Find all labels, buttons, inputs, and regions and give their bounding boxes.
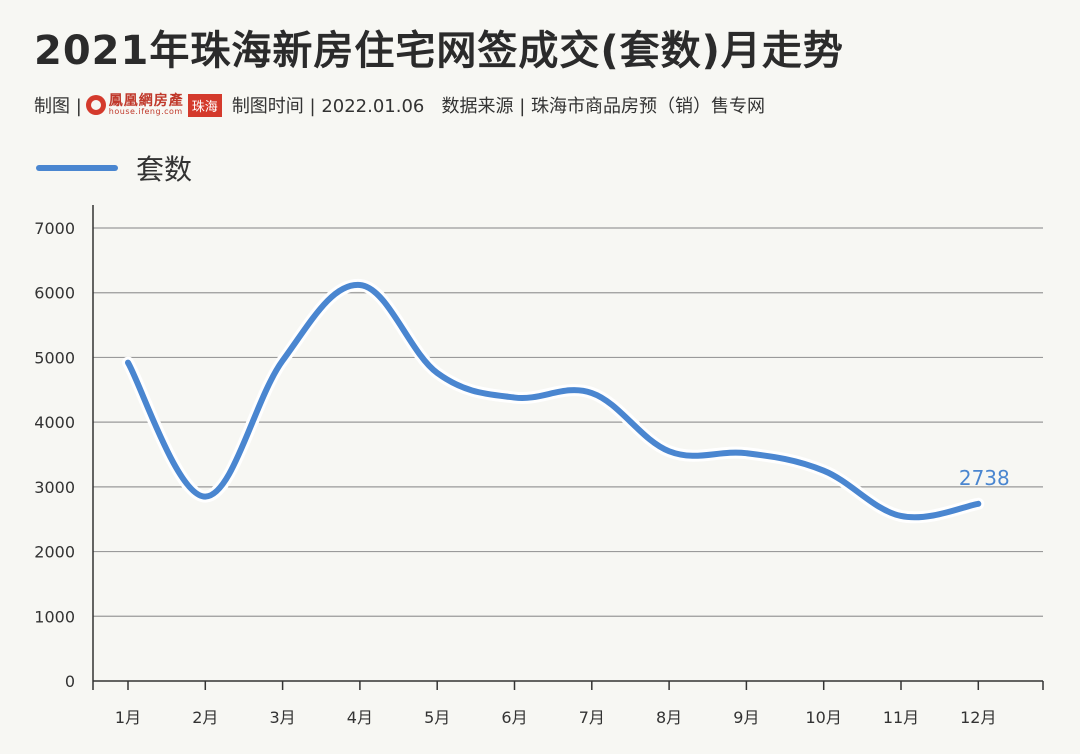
- y-tick-label: 0: [65, 672, 75, 691]
- y-tick-label: 4000: [34, 413, 75, 432]
- meta-info: 制图时间 | 2022.01.06 数据来源 | 珠海市商品房预（销）售专网: [231, 96, 766, 117]
- legend: 套数: [36, 148, 192, 188]
- x-tick-label: 4月: [347, 708, 373, 727]
- chart-meta: 制图 | 鳳凰網房產 house.ifeng.com 珠海 制图时间 | 202…: [34, 92, 765, 118]
- x-tick-label: 1月: [115, 708, 141, 727]
- x-tick-label: 11月: [883, 708, 919, 727]
- x-tick-label: 8月: [656, 708, 682, 727]
- x-tick-label: 6月: [501, 708, 527, 727]
- y-tick-label: 3000: [34, 478, 75, 497]
- data-label: 2738: [959, 466, 1010, 490]
- x-tick-label: 7月: [579, 708, 605, 727]
- logo-name: 鳳凰網房產: [108, 93, 184, 109]
- y-tick-label: 5000: [34, 348, 75, 367]
- y-tick-label: 6000: [34, 284, 75, 303]
- x-tick-label: 5月: [424, 708, 450, 727]
- series-line-halo: [122, 278, 985, 524]
- y-tick-label: 7000: [34, 219, 75, 238]
- series-line-套数: [125, 281, 982, 521]
- logo-sub: house.ifeng.com: [108, 107, 183, 116]
- x-tick-label: 3月: [270, 708, 296, 727]
- x-tick-label: 2月: [192, 708, 218, 727]
- logo-city: 珠海: [187, 93, 222, 117]
- legend-swatch: [36, 165, 118, 171]
- y-tick-label: 1000: [34, 607, 75, 626]
- chart-title: 2021年珠海新房住宅网签成交(套数)月走势: [34, 28, 844, 74]
- x-tick-label: 9月: [733, 708, 759, 727]
- legend-label: 套数: [136, 153, 193, 186]
- ifeng-logo: 鳳凰網房產 house.ifeng.com 珠海: [85, 93, 222, 117]
- meta-prefix: 制图 |: [34, 96, 82, 117]
- ifeng-logo-icon: [85, 95, 106, 115]
- y-tick-label: 2000: [34, 543, 75, 562]
- x-tick-label: 10月: [806, 708, 842, 727]
- x-tick-label: 12月: [960, 708, 996, 727]
